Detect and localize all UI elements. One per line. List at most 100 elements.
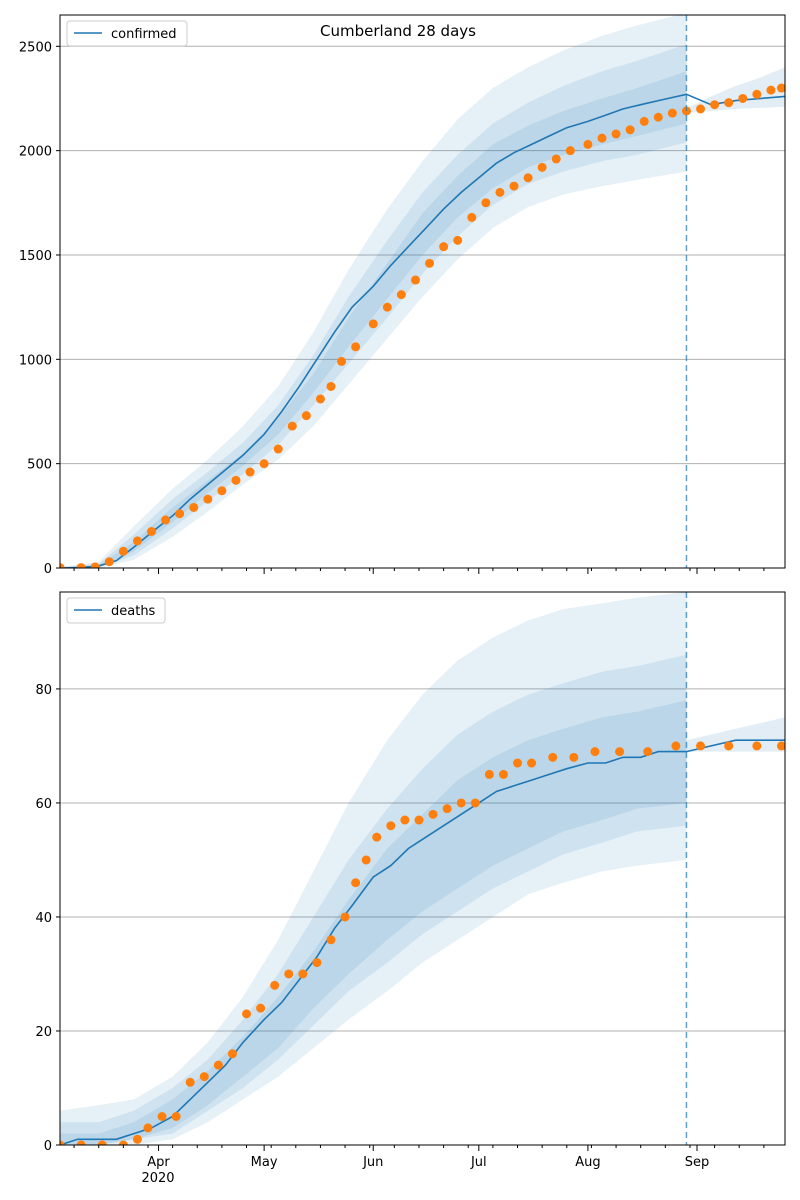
confirmed-observed-point [667, 108, 677, 118]
deaths-ytick-label: 0 [44, 1139, 52, 1154]
deaths-observed-point [484, 769, 494, 779]
confirmed-observed-point [738, 93, 748, 103]
confirmed-observed-point [537, 162, 547, 172]
confirmed-observed-point [76, 563, 86, 568]
confirmed-observed-point [523, 173, 533, 183]
confirmed-observed-point [639, 116, 649, 126]
confirmed-ytick-label: 500 [27, 458, 52, 473]
deaths-observed-point [60, 1140, 65, 1145]
deaths-observed-point [724, 741, 734, 751]
deaths-axes-frame [59, 591, 786, 1146]
confirmed-observed-point [467, 212, 477, 222]
deaths-observed-point [270, 980, 280, 990]
confirmed-observed-point [175, 509, 185, 519]
confirmed-observed-point [696, 104, 706, 114]
year-label: 2020 [141, 1171, 174, 1186]
deaths-observed-point [157, 1111, 167, 1121]
confirmed-forecast-band [686, 67, 785, 114]
deaths-observed-point [326, 935, 336, 945]
deaths-model-line [60, 739, 785, 1145]
confirmed-observed-point [724, 98, 734, 108]
confirmed-observed-point [104, 557, 114, 567]
confirmed-plot-area [60, 15, 785, 568]
confirmed-ytick-label: 1500 [19, 249, 52, 264]
deaths-observed-point [442, 804, 452, 814]
confirmed-observed-point [273, 444, 283, 454]
deaths-observed-point [527, 758, 537, 768]
confirmed-observed-point [481, 198, 491, 208]
legend-box [66, 20, 188, 47]
confirmed-observed-point [752, 89, 762, 99]
deaths-observed-point [143, 1123, 153, 1133]
confirmed-observed-point [118, 546, 128, 556]
confirmed-observed-point [439, 242, 449, 252]
deaths-observed-point [671, 741, 681, 751]
deaths-observed-point [400, 815, 410, 825]
confirmed-observed-point [217, 486, 227, 496]
confirmed-ytick-label: 2000 [19, 145, 52, 160]
confirmed-observed-point [565, 146, 575, 156]
deaths-band-inner [60, 700, 687, 1145]
confirmed-observed-point [710, 100, 720, 110]
confirmed-observed-point [597, 133, 607, 143]
confirmed-observed-point [315, 394, 325, 404]
confirmed-observed-point [326, 381, 336, 391]
confirmed-observed-point [396, 290, 406, 300]
confirmed-observed-point [410, 275, 420, 285]
deaths-observed-point [298, 969, 308, 979]
deaths-observed-point [513, 758, 523, 768]
confirmed-band-outer [60, 15, 687, 568]
confirmed-axes-frame [59, 14, 786, 569]
deaths-ytick-label: 60 [35, 797, 52, 812]
confirmed-panel: 0 500 1000 1500 2000 2500 confirmed [19, 14, 786, 577]
deaths-observed-point [312, 958, 322, 968]
deaths-observed-point [242, 1009, 252, 1019]
confirmed-observed-point [583, 139, 593, 149]
deaths-ytick-label: 40 [35, 911, 52, 926]
deaths-observed-point [132, 1134, 142, 1144]
confirmed-observed-point [551, 154, 561, 164]
deaths-observed-point [361, 855, 371, 865]
confirmed-observed-point [653, 112, 663, 122]
confirmed-observed-point [382, 302, 392, 312]
deaths-observed-point [548, 752, 558, 762]
deaths-observed-point [340, 912, 350, 922]
deaths-observed-point [118, 1140, 128, 1145]
deaths-forecast-band [686, 717, 785, 752]
confirmed-legend: confirmed [66, 20, 188, 47]
deaths-xtick-label: May [251, 1155, 278, 1170]
confirmed-observed-point [189, 502, 199, 512]
deaths-observed-point [615, 747, 625, 757]
deaths-observed-point [752, 741, 762, 751]
confirmed-observed-point [509, 181, 519, 191]
deaths-observed-point [97, 1140, 107, 1145]
confirmed-observed-point [147, 526, 157, 536]
confirmed-observed-point [351, 342, 361, 352]
deaths-observed-point [185, 1077, 195, 1087]
confirmed-observed-point [495, 187, 505, 197]
deaths-xtick-label: Jul [470, 1155, 487, 1170]
confirmed-observed-point [766, 85, 776, 95]
confirmed-observed-point [60, 563, 65, 568]
confirmed-observed-point [259, 459, 269, 469]
deaths-observed-point [372, 832, 382, 842]
confirmed-observed-point [203, 494, 213, 504]
deaths-observed-point [428, 809, 438, 819]
deaths-observed-point [284, 969, 294, 979]
chart-title: Cumberland 28 days [320, 22, 476, 40]
deaths-plot-area [60, 592, 785, 1145]
confirmed-observed-point [231, 475, 241, 485]
deaths-observed-point [776, 741, 785, 751]
deaths-observed-point [386, 821, 396, 831]
deaths-observed-point [171, 1111, 181, 1121]
deaths-observed-point [643, 747, 653, 757]
confirmed-ytick-label: 2500 [19, 40, 52, 55]
deaths-band-middle [60, 654, 687, 1145]
confirmed-observed-point [425, 258, 435, 268]
confirmed-observed-point [90, 562, 100, 568]
confirmed-observed-point [453, 235, 463, 245]
legend-box [66, 597, 166, 624]
confirmed-observed-point [245, 467, 255, 477]
deaths-observed-point [76, 1140, 86, 1145]
